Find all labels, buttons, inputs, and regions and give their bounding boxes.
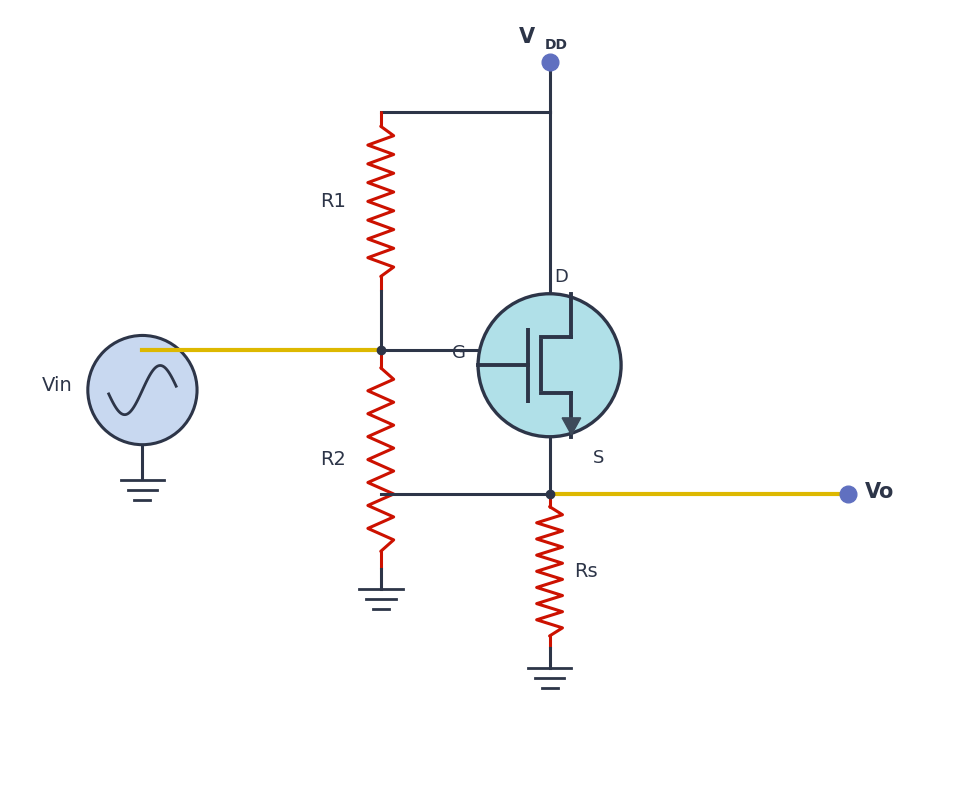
Text: S: S [593,449,604,466]
Text: G: G [453,344,466,362]
Text: Vo: Vo [865,482,895,502]
Polygon shape [563,418,581,434]
Text: Vin: Vin [42,376,73,394]
Text: R1: R1 [320,192,346,211]
Circle shape [478,294,621,437]
Text: D: D [555,268,568,286]
Text: R2: R2 [320,450,346,469]
Text: V: V [518,27,535,47]
Circle shape [88,335,197,445]
Text: DD: DD [545,38,567,53]
Text: Rs: Rs [574,562,598,581]
